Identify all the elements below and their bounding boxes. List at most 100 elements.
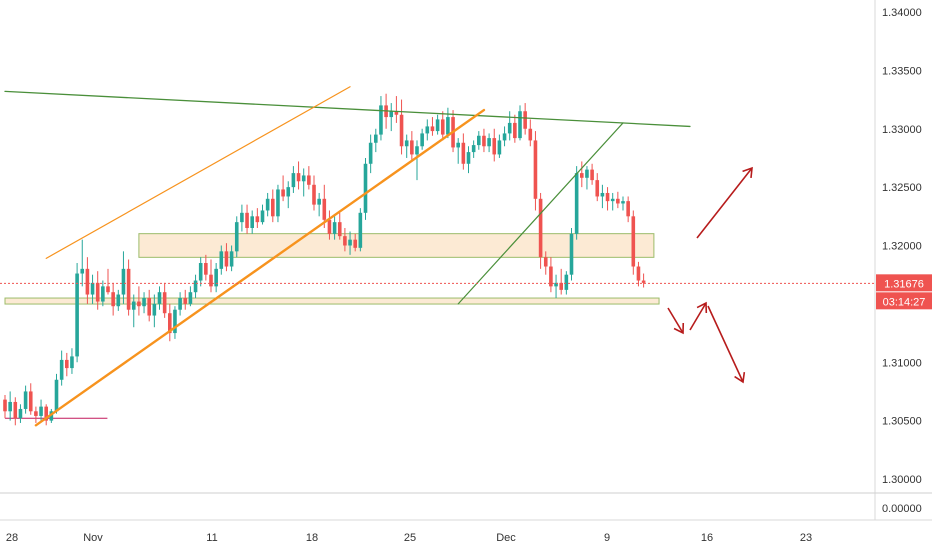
current-price-label: 1.31676 xyxy=(884,278,924,290)
candle-body xyxy=(518,111,522,139)
candle-body xyxy=(368,142,373,164)
candle-body xyxy=(95,282,100,302)
time-axis-label: 18 xyxy=(306,532,318,544)
candle-body xyxy=(574,173,579,234)
price-axis-label: 1.34000 xyxy=(882,7,922,19)
candle-body xyxy=(276,189,280,217)
candle-body xyxy=(425,126,430,134)
candle-body xyxy=(466,152,471,164)
candle-body xyxy=(111,292,115,307)
current-price-tag-bg xyxy=(876,274,932,292)
time-axis[interactable]: 28 Nov 11 18 25 Dec 9 16 23 xyxy=(6,532,812,544)
candle-body xyxy=(152,303,157,316)
candle-body xyxy=(229,251,234,267)
arrow-head xyxy=(673,322,685,335)
candle-body xyxy=(131,301,136,310)
price-axis-label: 1.31000 xyxy=(882,357,922,369)
time-axis-label: 28 xyxy=(6,532,18,544)
candle-body xyxy=(291,173,296,188)
candle-body xyxy=(193,280,198,293)
candle-body xyxy=(188,292,193,304)
time-axis-label: 11 xyxy=(206,532,217,544)
arrow-bounce xyxy=(689,301,708,331)
candle-body xyxy=(538,198,543,258)
candle-body xyxy=(178,298,182,310)
candle-body xyxy=(54,379,59,412)
candle-body xyxy=(585,169,589,178)
candle-body xyxy=(379,105,383,135)
candle-body xyxy=(234,222,239,252)
price-axis-label: 1.32000 xyxy=(882,241,922,253)
zones-layer xyxy=(4,233,660,419)
candle-body xyxy=(513,122,517,139)
candle-body xyxy=(440,119,445,135)
candle-body xyxy=(502,133,507,141)
price-axis-label: 0.00000 xyxy=(882,503,922,515)
candle-body xyxy=(600,192,605,197)
candle-body xyxy=(250,216,254,228)
arrow-shaft xyxy=(689,302,707,331)
candle-body xyxy=(523,111,527,129)
resistance-zone xyxy=(138,233,655,258)
channel-lower-line xyxy=(34,108,486,427)
candle-body xyxy=(142,298,146,307)
candle-body xyxy=(394,111,399,115)
time-axis-label: 25 xyxy=(404,532,416,544)
candle-body xyxy=(595,180,600,197)
candle-body xyxy=(214,268,218,287)
long-trendline xyxy=(4,90,691,128)
candle-body xyxy=(301,175,306,182)
candle-body xyxy=(260,210,265,223)
candle-body xyxy=(80,268,85,274)
candle-body xyxy=(569,233,574,275)
time-axis-label: Dec xyxy=(496,532,516,544)
candle-body xyxy=(410,140,414,155)
arrow-up xyxy=(696,166,753,239)
candle-body xyxy=(616,198,620,204)
candle-body xyxy=(126,268,131,310)
candle-body xyxy=(23,391,28,409)
candle-body xyxy=(543,257,548,267)
candle-body xyxy=(13,401,18,419)
candle-body xyxy=(18,408,23,419)
arrow-down xyxy=(707,305,746,384)
candle-body xyxy=(183,298,188,304)
candle-body xyxy=(456,142,460,148)
time-axis-label: 23 xyxy=(800,532,812,544)
candle-body xyxy=(337,222,342,237)
candles-layer xyxy=(3,93,646,426)
candle-body xyxy=(3,399,7,412)
candle-body xyxy=(245,212,249,228)
price-axis-label: 1.33500 xyxy=(882,65,922,77)
candle-body xyxy=(507,122,512,134)
candle-body xyxy=(497,140,502,155)
candle-body xyxy=(101,286,105,302)
candle-body xyxy=(420,133,424,147)
countdown-label: 03:14:27 xyxy=(883,296,926,308)
candle-body xyxy=(137,301,141,307)
candle-body xyxy=(399,114,404,147)
candle-body xyxy=(90,282,95,295)
candle-body xyxy=(204,263,208,275)
candle-body xyxy=(590,169,594,181)
candle-body xyxy=(554,282,558,287)
candle-body xyxy=(430,126,435,132)
candle-body xyxy=(209,274,213,287)
price-axis-label: 1.30000 xyxy=(882,474,922,486)
candle-body xyxy=(332,222,337,234)
arrow-shaft xyxy=(696,167,753,239)
arrow-dip xyxy=(667,307,685,335)
candle-body xyxy=(564,274,569,290)
candle-body xyxy=(44,406,48,421)
candle-body xyxy=(224,251,229,267)
short-trendline xyxy=(457,122,624,305)
channel-upper-line xyxy=(45,86,351,259)
trendlines-layer xyxy=(4,86,691,427)
candle-body xyxy=(446,117,450,135)
candle-body xyxy=(59,359,64,380)
candle-body xyxy=(471,145,476,153)
candle-body xyxy=(28,391,33,412)
candle-body xyxy=(343,236,347,246)
